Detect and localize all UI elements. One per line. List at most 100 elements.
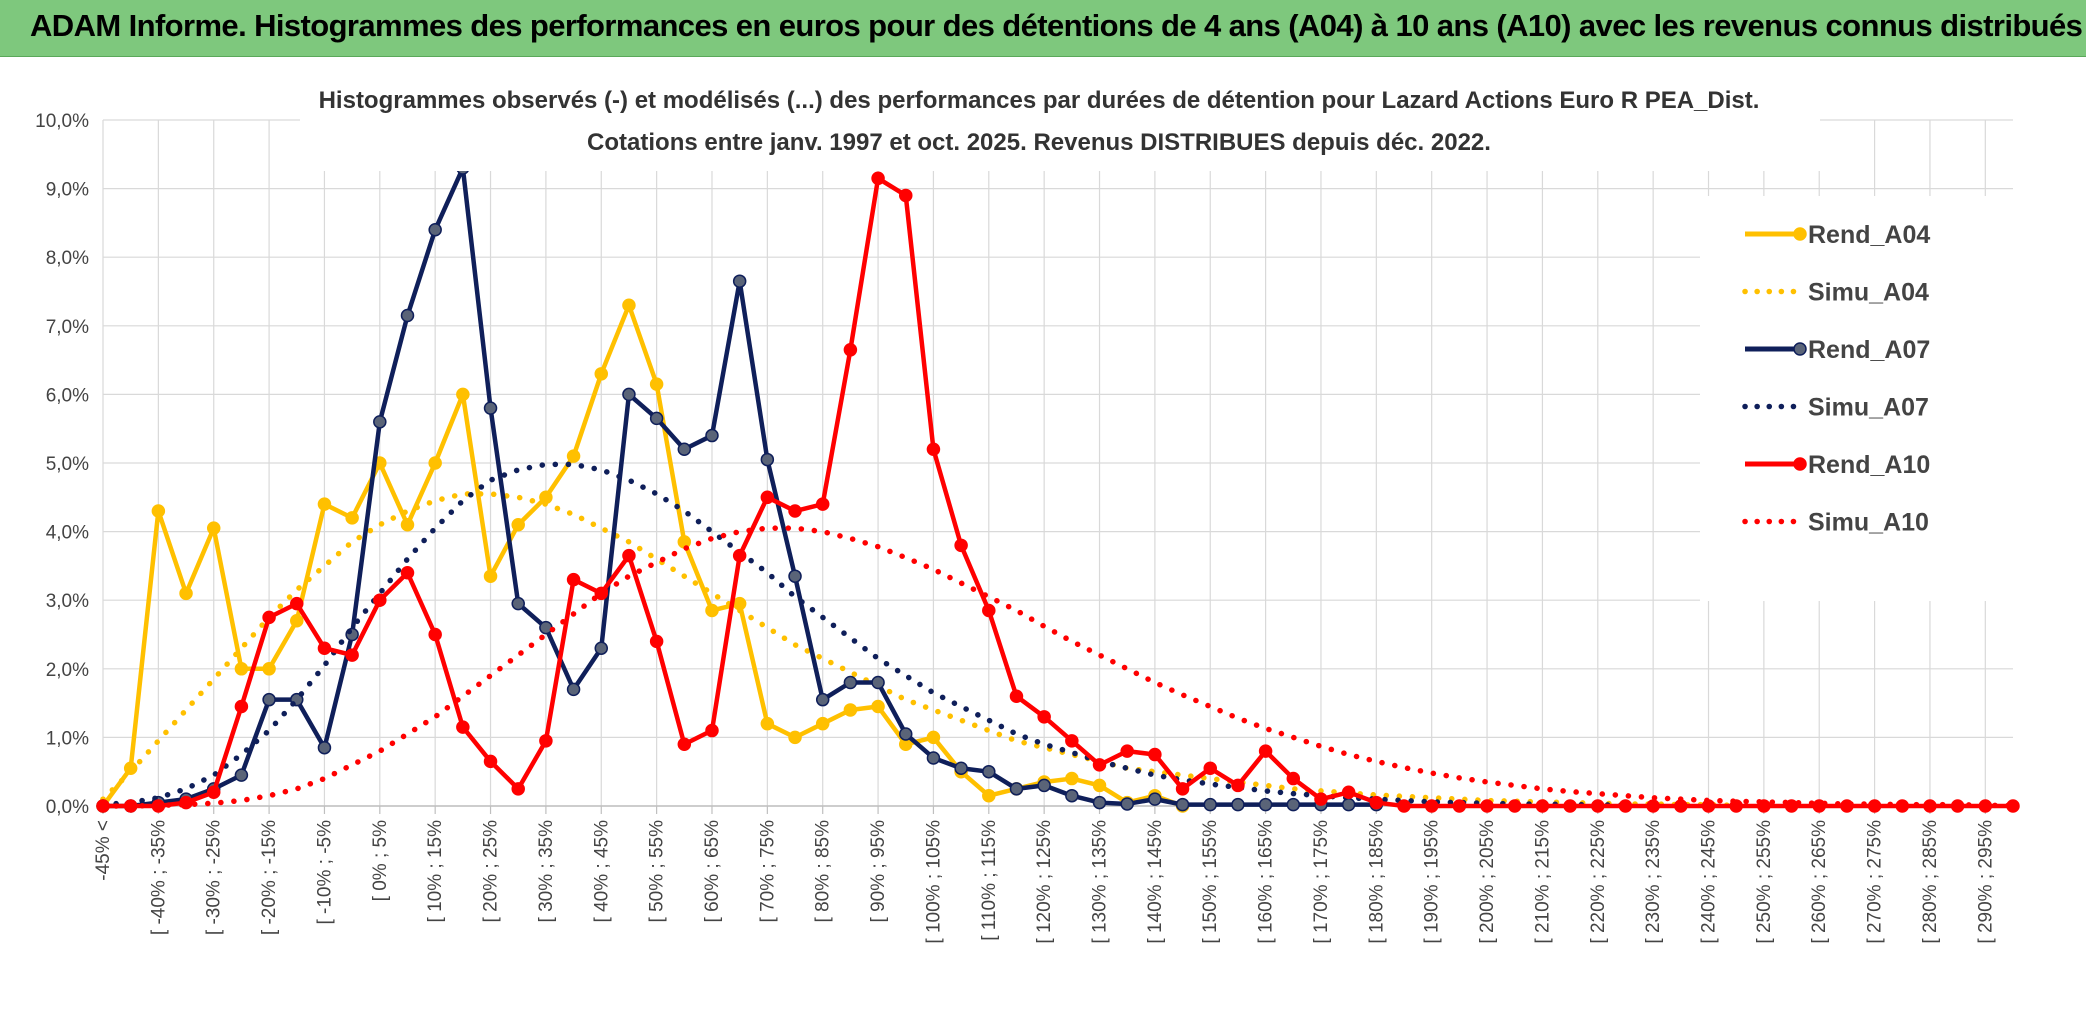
data-point — [1120, 797, 1134, 811]
data-point — [373, 415, 387, 429]
y-tick-label: 10,0% — [35, 111, 89, 132]
data-point — [649, 377, 664, 391]
legend-item-Simu_A10[interactable]: Simu_A10 — [1742, 509, 1929, 537]
data-point — [1369, 795, 1384, 810]
data-point — [954, 538, 968, 553]
data-point — [317, 497, 332, 511]
data-point — [566, 449, 581, 463]
x-tick-label: -45% < — [93, 820, 114, 881]
data-point — [511, 517, 525, 532]
data-point — [954, 761, 968, 776]
x-tick-label: [ -30% ; -25% — [204, 820, 225, 935]
data-point — [649, 634, 664, 649]
data-point — [483, 754, 498, 769]
data-point — [1341, 785, 1356, 800]
x-tick-label: [ 190% ; 195% — [1422, 820, 1443, 944]
series-Simu_A10 — [100, 525, 2016, 809]
data-point — [732, 274, 747, 288]
data-point — [345, 648, 359, 662]
data-point — [982, 764, 996, 779]
data-point — [1092, 795, 1107, 810]
x-tick-label: [ 90% ; 95% — [868, 820, 889, 923]
data-point — [1231, 778, 1245, 793]
series-line-Simu_A07 — [100, 461, 1629, 809]
data-point — [345, 511, 359, 525]
data-point — [677, 737, 692, 752]
data-point — [400, 517, 415, 532]
y-tick-label: 0,0% — [46, 797, 89, 818]
series-line-Simu_A04 — [100, 491, 1739, 809]
x-tick-label: [ -20% ; -15% — [259, 820, 280, 935]
legend-label: Rend_A04 — [1808, 221, 1930, 249]
series-line-Rend_A10 — [103, 176, 2013, 809]
legend-item-Rend_A10[interactable]: Rend_A10 — [1745, 451, 1930, 479]
x-tick-label: [ -40% ; -35% — [148, 820, 169, 935]
x-tick-label: [ 230% ; 235% — [1643, 820, 1664, 944]
chart: -45% < [ -40% ; -35% [ -30% ; -25% [ -20% ;… — [35, 66, 2035, 944]
x-tick-label: [ 60% ; 65% — [702, 820, 723, 923]
data-point — [1480, 799, 1494, 813]
series-layer — [96, 161, 2020, 813]
data-point — [511, 782, 525, 796]
data-point — [622, 387, 636, 402]
chart-title: Histogrammes observés (-) et modélisés (… — [300, 66, 1820, 171]
data-point — [649, 411, 664, 426]
data-point — [1424, 799, 1439, 813]
data-point — [1065, 734, 1079, 748]
data-point — [290, 614, 304, 628]
data-point — [1341, 797, 1356, 812]
y-tick-label: 7,0% — [46, 317, 89, 338]
data-point — [1507, 799, 1522, 813]
y-tick-label: 4,0% — [46, 523, 89, 544]
data-point — [788, 504, 802, 518]
chart-title-line2: Cotations entre janv. 1997 et oct. 2025.… — [587, 129, 1491, 156]
legend-item-Simu_A04[interactable]: Simu_A04 — [1742, 279, 1929, 307]
data-point — [705, 603, 719, 618]
legend-item-Rend_A04[interactable]: Rend_A04 — [1745, 221, 1930, 249]
data-point — [1646, 799, 1660, 813]
data-point — [788, 569, 802, 583]
x-tick-label: [ 40% ; 45% — [591, 820, 612, 923]
data-point — [622, 548, 636, 563]
series-Rend_A04 — [96, 298, 1190, 813]
data-point — [1037, 710, 1051, 724]
x-axis-ticks: -45% < [ -40% ; -35% [ -30% ; -25% [ -20% ;… — [93, 820, 1996, 944]
legend[interactable]: Rend_A04 Simu_A04 Rend_A07 Simu_A07 Rend_A10… — [1700, 196, 2035, 601]
data-point — [1286, 771, 1301, 786]
x-tick-label: [ 120% ; 125% — [1034, 820, 1055, 944]
legend-background — [1700, 196, 2035, 601]
data-point — [539, 620, 553, 635]
x-tick-label: [ 250% ; 255% — [1754, 820, 1775, 944]
data-point — [234, 662, 249, 676]
header-banner: ADAM Informe. Histogrammes des performan… — [0, 0, 2086, 57]
data-point — [622, 298, 636, 312]
data-point — [400, 566, 415, 580]
data-point — [151, 504, 166, 518]
data-point — [234, 699, 249, 714]
data-point — [317, 641, 332, 655]
page-title: ADAM Informe. Histogrammes des performan… — [30, 8, 2083, 43]
data-point — [926, 730, 941, 745]
data-point — [1175, 782, 1190, 796]
data-point — [179, 586, 193, 601]
data-point — [705, 723, 719, 738]
data-point — [1148, 747, 1162, 762]
data-point — [926, 751, 941, 765]
y-tick-label: 9,0% — [46, 180, 89, 201]
x-tick-label: [ 160% ; 165% — [1256, 820, 1277, 944]
data-point — [871, 171, 885, 186]
data-point — [1563, 799, 1577, 813]
legend-item-Rend_A07[interactable]: Rend_A07 — [1745, 336, 1930, 364]
data-point — [400, 308, 415, 323]
legend-marker — [1793, 457, 1807, 471]
series-Rend_A07 — [96, 161, 1384, 813]
y-tick-label: 5,0% — [46, 454, 89, 475]
data-point — [1203, 761, 1217, 776]
data-point — [456, 720, 470, 734]
x-tick-label: [ 270% ; 275% — [1865, 820, 1886, 944]
data-point — [566, 572, 581, 587]
series-line-Simu_A10 — [100, 525, 2016, 809]
data-point — [483, 569, 498, 583]
data-point — [1148, 792, 1162, 806]
legend-item-Simu_A07[interactable]: Simu_A07 — [1742, 394, 1929, 422]
